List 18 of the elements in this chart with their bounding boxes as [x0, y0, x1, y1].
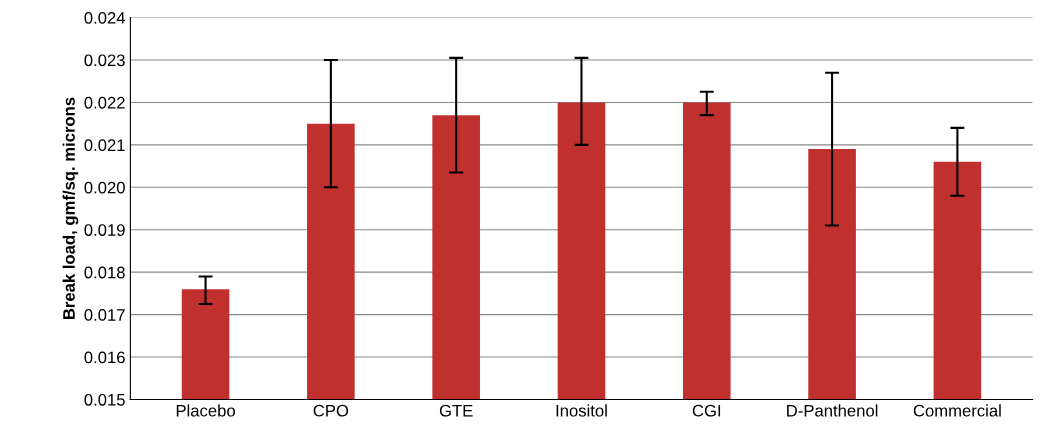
- y-tick-label: 0.017: [84, 309, 125, 321]
- x-tick-label: CPO: [313, 404, 349, 417]
- x-tick-label: GTE: [439, 404, 473, 417]
- x-tick-label: Inositol: [556, 404, 607, 417]
- x-tick-label: Placebo: [176, 404, 235, 417]
- y-tick-label: 0.021: [84, 139, 125, 152]
- y-tick-label: 0.024: [84, 11, 126, 24]
- y-tick-label: 0.022: [84, 96, 125, 109]
- y-axis-title: Break load, gmf/sq. microns: [62, 97, 79, 320]
- x-tick-label: Commercial: [913, 404, 1001, 417]
- y-tick-label: 0.019: [84, 224, 125, 236]
- y-tick-label: 0.018: [84, 266, 125, 279]
- y-tick-label: 0.015: [84, 393, 125, 406]
- y-tick-label: 0.020: [84, 181, 125, 194]
- y-tick-label: 0.023: [84, 54, 125, 67]
- x-tick-label: D-Panthenol: [787, 404, 878, 417]
- x-tick-label: CGI: [692, 404, 721, 417]
- y-tick-label: 0.016: [84, 351, 125, 364]
